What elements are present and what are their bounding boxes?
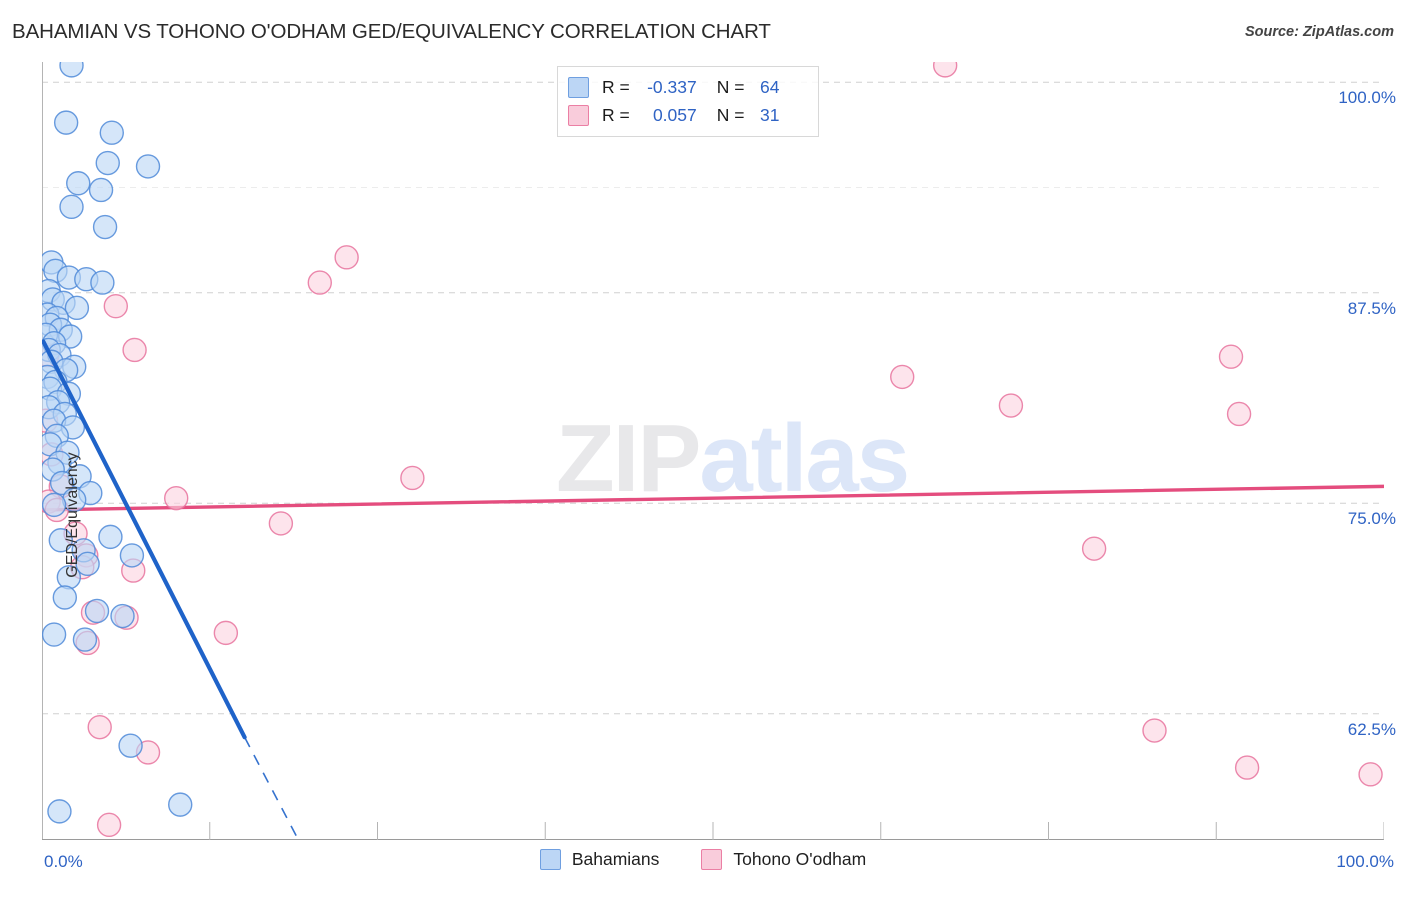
trendline-tohono-oodham <box>42 484 1384 512</box>
legend-swatch-icon <box>539 849 561 870</box>
data-point-bahamians[interactable] <box>48 528 73 553</box>
data-point-tohono-oodham[interactable] <box>1234 755 1260 780</box>
data-point-bahamians[interactable] <box>62 487 87 513</box>
data-point-tohono-oodham[interactable] <box>122 337 147 363</box>
x-axis-min-label: 0.0% <box>44 852 83 871</box>
legend-entry-bahamians[interactable]: Bahamians <box>539 849 660 870</box>
data-point-bahamians[interactable] <box>56 565 82 590</box>
data-point-tohono-oodham[interactable] <box>400 465 425 491</box>
data-point-bahamians[interactable] <box>59 62 84 78</box>
data-point-tohono-oodham[interactable] <box>890 364 915 390</box>
data-point-bahamians[interactable] <box>59 194 84 220</box>
data-point-tohono-oodham[interactable] <box>1358 762 1383 787</box>
series-legend: Bahamians Tohono O'odham <box>0 849 1406 870</box>
data-point-bahamians[interactable] <box>98 524 123 550</box>
data-point-tohono-oodham[interactable] <box>1142 718 1167 743</box>
data-point-bahamians[interactable] <box>42 622 67 647</box>
data-point-bahamians[interactable] <box>99 120 124 145</box>
legend-swatch-icon <box>701 849 723 870</box>
data-point-bahamians[interactable] <box>66 171 91 196</box>
stats-n-label: N = <box>716 76 745 97</box>
y-axis-tick-label-0: 100.0% <box>1338 88 1396 108</box>
data-point-tohono-oodham[interactable] <box>96 812 122 838</box>
data-point-bahamians[interactable] <box>42 492 67 518</box>
data-point-bahamians[interactable] <box>168 792 193 817</box>
data-point-tohono-oodham[interactable] <box>103 293 129 319</box>
data-point-tohono-oodham[interactable] <box>307 270 332 295</box>
stats-r-value: -0.337 <box>647 76 697 97</box>
data-point-bahamians[interactable] <box>135 154 161 179</box>
data-point-tohono-oodham[interactable] <box>932 62 958 78</box>
trendline-bahamians <box>42 339 247 740</box>
stats-swatch-pink-icon <box>568 104 589 126</box>
data-point-tohono-oodham[interactable] <box>1226 401 1252 427</box>
data-point-bahamians[interactable] <box>53 110 79 135</box>
data-point-tohono-oodham[interactable] <box>268 511 294 536</box>
y-axis-tick-label-2: 75.0% <box>1347 509 1396 529</box>
data-point-bahamians[interactable] <box>47 799 72 824</box>
data-point-bahamians[interactable] <box>88 177 114 203</box>
y-axis-tick-label-3: 62.5% <box>1347 719 1396 739</box>
stats-n-label: N = <box>716 104 745 125</box>
data-point-bahamians[interactable] <box>64 295 90 321</box>
legend-label: Bahamians <box>571 849 660 869</box>
y-axis-tick-label-1: 87.5% <box>1347 298 1396 318</box>
legend-entry-tohono-oodham[interactable]: Tohono O'odham <box>701 849 866 870</box>
trendline-bahamians-extension <box>243 736 300 840</box>
stats-swatch-blue-icon <box>568 76 589 98</box>
stats-r-label: R = <box>602 104 630 125</box>
data-point-tohono-oodham[interactable] <box>163 485 189 511</box>
scatter-plot-svg <box>42 62 1384 840</box>
stats-r-value: 0.057 <box>652 104 697 125</box>
stats-n-value: 64 <box>760 76 780 97</box>
data-point-bahamians[interactable] <box>90 270 115 295</box>
data-point-tohono-oodham[interactable] <box>334 245 359 270</box>
data-point-bahamians[interactable] <box>118 733 143 758</box>
data-point-tohono-oodham[interactable] <box>1081 536 1107 561</box>
data-point-bahamians[interactable] <box>92 214 118 240</box>
stats-n-value: 31 <box>760 104 780 125</box>
data-point-bahamians[interactable] <box>49 470 75 496</box>
data-point-bahamians[interactable] <box>84 598 110 624</box>
stats-r-label: R = <box>602 76 630 97</box>
x-axis-max-label: 100.0% <box>1336 852 1394 871</box>
data-point-tohono-oodham[interactable] <box>87 714 112 740</box>
legend-label: Tohono O'odham <box>733 849 867 869</box>
data-point-bahamians[interactable] <box>72 627 98 652</box>
correlation-stats-box: R = -0.337 N = 64 R = 0.057 N = 31 <box>557 66 819 137</box>
data-point-tohono-oodham[interactable] <box>1218 344 1244 369</box>
plot-area: GED/Equivalency <box>42 62 1384 840</box>
data-point-bahamians[interactable] <box>95 150 120 176</box>
stats-row-bahamians: R = -0.337 N = 64 <box>568 73 808 101</box>
data-point-tohono-oodham[interactable] <box>998 393 1024 418</box>
stats-row-tohono-oodham: R = 0.057 N = 31 <box>568 101 808 129</box>
data-point-bahamians[interactable] <box>75 551 100 577</box>
page-title: BAHAMIAN VS TOHONO O'ODHAM GED/EQUIVALEN… <box>12 20 771 43</box>
source-attribution: Source: ZipAtlas.com <box>1244 24 1394 40</box>
data-point-tohono-oodham[interactable] <box>213 620 239 646</box>
data-point-bahamians[interactable] <box>110 603 135 629</box>
data-point-bahamians[interactable] <box>119 543 145 568</box>
data-point-bahamians[interactable] <box>52 585 78 610</box>
